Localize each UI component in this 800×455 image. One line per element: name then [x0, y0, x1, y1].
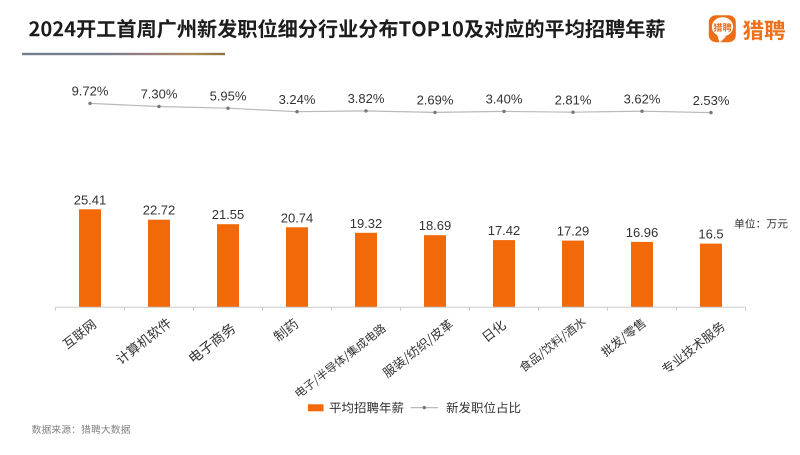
svg-text:2.53%: 2.53% [693, 93, 730, 108]
svg-text:3.24%: 3.24% [279, 92, 316, 107]
svg-text:7.30%: 7.30% [141, 87, 178, 102]
svg-text:2.69%: 2.69% [417, 93, 454, 108]
svg-text:21.55: 21.55 [212, 207, 245, 222]
svg-text:22.72: 22.72 [143, 203, 176, 218]
svg-text:5.95%: 5.95% [210, 88, 247, 103]
svg-text:17.42: 17.42 [488, 223, 521, 238]
svg-text:16.5: 16.5 [698, 227, 723, 242]
svg-text:17.29: 17.29 [557, 224, 590, 239]
svg-text:16.96: 16.96 [626, 225, 659, 240]
svg-text:3.62%: 3.62% [624, 91, 661, 106]
svg-text:19.32: 19.32 [350, 216, 383, 231]
svg-text:20.74: 20.74 [281, 210, 314, 225]
svg-text:9.72%: 9.72% [72, 84, 109, 99]
svg-text:3.82%: 3.82% [348, 91, 385, 106]
svg-text:3.40%: 3.40% [486, 92, 523, 107]
svg-text:18.69: 18.69 [419, 218, 452, 233]
svg-text:25.41: 25.41 [74, 192, 107, 207]
svg-text:2.81%: 2.81% [555, 92, 592, 107]
